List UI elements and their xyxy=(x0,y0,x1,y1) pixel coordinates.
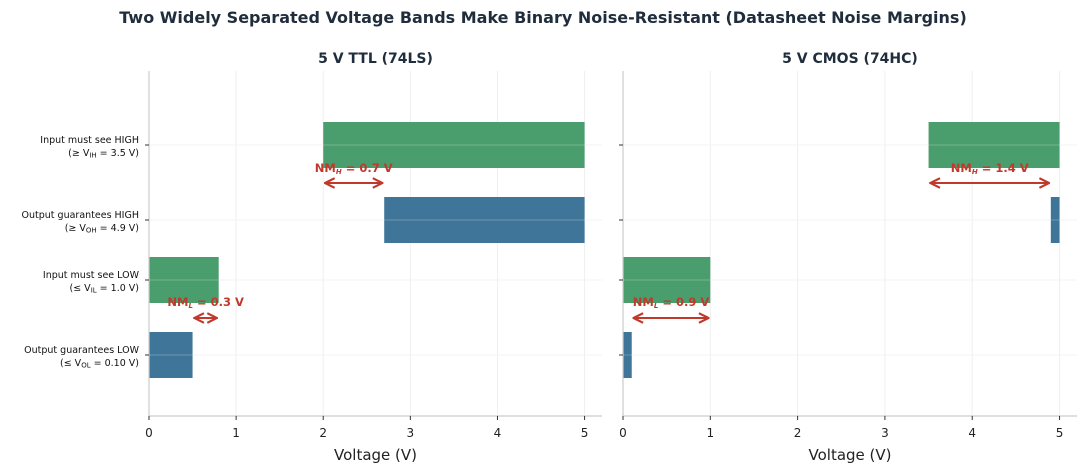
noise-margin-value: = 0.3 V xyxy=(193,295,244,309)
x-tick-label: 0 xyxy=(145,426,153,440)
x-tick-label: 4 xyxy=(968,426,976,440)
category-label: Input must see LOW xyxy=(43,270,140,281)
x-tick-label: 1 xyxy=(706,426,714,440)
chart-panel-1: 5 V TTL (74LS) 0 1 2 3 4 5 Voltage (V) Input mus… xyxy=(22,51,602,464)
category-threshold-symbol: IL xyxy=(91,287,97,295)
category-threshold-label: (≥ VIH = 3.5 V) xyxy=(68,148,139,160)
noise-margin-name: NM xyxy=(315,161,336,175)
noise-margin-subscript: H xyxy=(972,168,978,176)
category-label: Output guarantees LOW xyxy=(24,345,139,356)
noise-margin-value: = 1.4 V xyxy=(978,161,1029,175)
category-threshold-prefix: (≥ V xyxy=(65,223,87,234)
x-tick-label: 5 xyxy=(581,426,589,440)
noise-margin-label: NMH = 1.4 V xyxy=(951,161,1029,176)
category-threshold-symbol: IH xyxy=(89,152,96,160)
category-label: Output guarantees HIGH xyxy=(22,210,139,221)
noise-margin-name: NM xyxy=(167,295,188,309)
x-tick-label: 3 xyxy=(407,426,415,440)
bar-input-3 xyxy=(149,257,219,303)
figure-title: Two Widely Separated Voltage Bands Make … xyxy=(119,8,967,27)
panel-title: 5 V TTL (74LS) xyxy=(318,51,433,67)
noise-margin-label: NMH = 0.7 V xyxy=(315,161,393,176)
bar-output-2 xyxy=(384,197,585,243)
category-threshold-value: = 0.10 V) xyxy=(91,358,139,369)
category-threshold-symbol: OH xyxy=(86,227,97,235)
x-tick-label: 4 xyxy=(494,426,502,440)
bar-output-2 xyxy=(1050,197,1060,243)
x-tick-label: 2 xyxy=(319,426,327,440)
category-threshold-prefix: (≤ V xyxy=(60,358,82,369)
bar-input-1 xyxy=(323,122,585,168)
x-axis-label: Voltage (V) xyxy=(334,446,417,464)
x-tick-label: 5 xyxy=(1056,426,1064,440)
category-threshold-prefix: (≤ V xyxy=(70,283,92,294)
category-threshold-label: (≤ VIL = 1.0 V) xyxy=(70,283,140,295)
category-threshold-value: = 4.9 V) xyxy=(97,223,139,234)
noise-margin-subscript: H xyxy=(336,168,342,176)
noise-margin-label: NML = 0.3 V xyxy=(167,295,244,310)
noise-margin-name: NM xyxy=(633,295,654,309)
category-threshold-label: (≤ VOL = 0.10 V) xyxy=(60,358,139,370)
noise-margin-subscript: L xyxy=(188,302,192,310)
x-tick-label: 1 xyxy=(232,426,240,440)
x-tick-label: 2 xyxy=(794,426,802,440)
noise-margin-value: = 0.7 V xyxy=(342,161,393,175)
category-label: Input must see HIGH xyxy=(40,135,139,146)
category-threshold-prefix: (≥ V xyxy=(68,148,90,159)
x-tick-label: 0 xyxy=(619,426,627,440)
noise-margin-subscript: L xyxy=(654,302,658,310)
category-threshold-value: = 1.0 V) xyxy=(97,283,139,294)
bar-input-3 xyxy=(623,257,711,303)
x-axis-label: Voltage (V) xyxy=(809,446,892,464)
bar-output-4 xyxy=(149,332,193,378)
category-threshold-label: (≥ VOH = 4.9 V) xyxy=(65,223,139,235)
x-tick-label: 3 xyxy=(881,426,889,440)
category-threshold-symbol: OL xyxy=(81,362,91,370)
bar-output-4 xyxy=(623,332,632,378)
noise-margin-value: = 0.9 V xyxy=(658,295,709,309)
noise-margin-name: NM xyxy=(951,161,972,175)
panel-title: 5 V CMOS (74HC) xyxy=(782,51,918,67)
bar-input-1 xyxy=(928,122,1060,168)
noise-margin-label: NML = 0.9 V xyxy=(633,295,710,310)
category-threshold-value: = 3.5 V) xyxy=(97,148,139,159)
